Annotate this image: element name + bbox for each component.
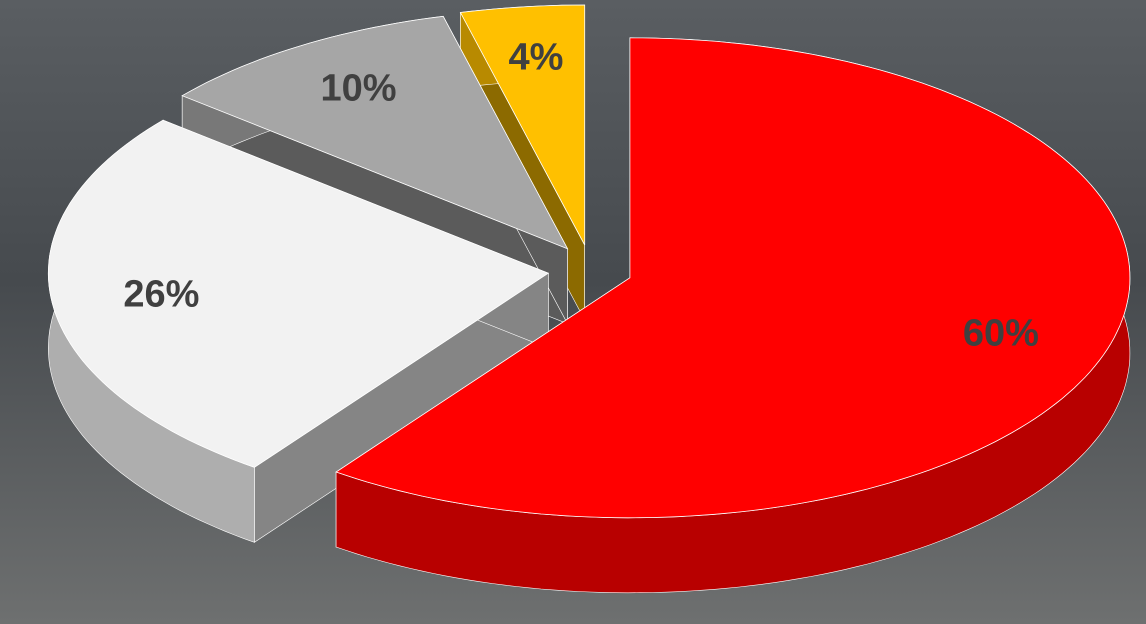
slice-top xyxy=(181,15,569,250)
slice-top xyxy=(459,4,586,246)
slice xyxy=(335,37,1131,594)
slice-top xyxy=(335,37,1131,519)
pie: 4% 10% 26% 60% xyxy=(47,4,1131,594)
data-label: 26% xyxy=(123,274,199,316)
data-label: 60% xyxy=(963,313,1039,355)
slice-top xyxy=(47,119,550,468)
data-label: 4% xyxy=(508,36,563,78)
slice xyxy=(47,119,550,543)
data-label: 10% xyxy=(320,68,396,110)
